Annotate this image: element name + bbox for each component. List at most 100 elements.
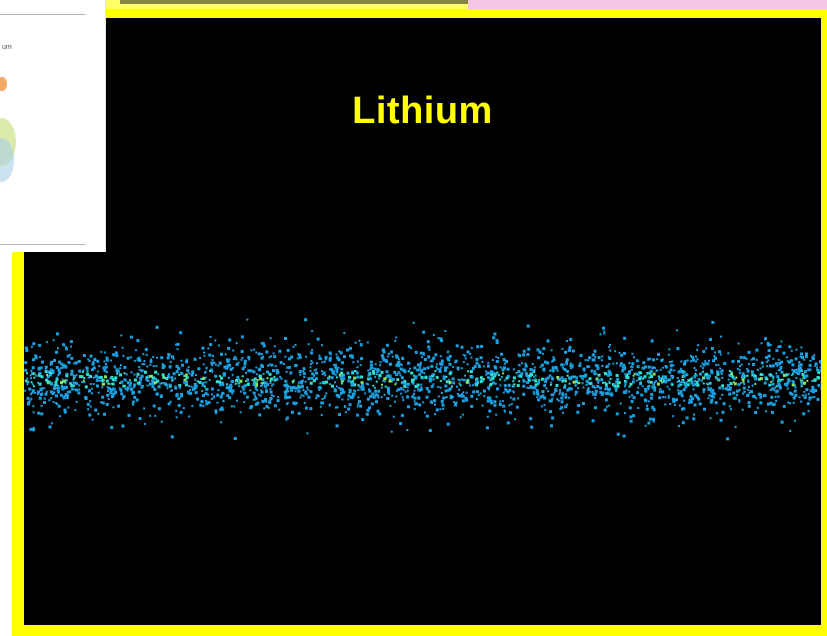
particle-dot xyxy=(448,354,452,358)
particle-dot xyxy=(623,351,626,355)
particle-dot xyxy=(315,397,318,400)
particle-dot xyxy=(259,394,262,397)
particle-dot xyxy=(728,374,731,377)
particle-dot xyxy=(52,387,56,390)
particle-dot xyxy=(625,373,629,377)
particle-dot xyxy=(144,370,146,373)
particle-dot xyxy=(597,364,600,367)
particle-dot xyxy=(419,351,423,355)
particle-dot xyxy=(793,389,797,393)
particle-dot xyxy=(776,364,779,367)
particle-dot xyxy=(273,375,276,378)
particle-dot xyxy=(522,379,526,383)
particle-dot xyxy=(24,389,27,392)
particle-dot xyxy=(351,382,355,385)
particle-dot xyxy=(191,370,195,374)
particle-dot xyxy=(92,376,95,379)
particle-dot xyxy=(539,365,542,368)
particle-dot xyxy=(133,378,137,382)
particle-dot xyxy=(690,354,692,357)
particle-dot xyxy=(502,366,506,370)
particle-dot xyxy=(180,392,183,396)
particle-dot xyxy=(667,353,670,356)
particle-dot xyxy=(732,397,735,400)
particle-dot xyxy=(698,402,702,406)
particle-dot xyxy=(787,379,790,382)
particle-dot xyxy=(64,393,68,396)
particle-dot xyxy=(34,391,37,394)
particle-dot xyxy=(681,370,684,372)
particle-dot xyxy=(357,389,360,391)
particle-dot xyxy=(636,391,640,395)
particle-dot xyxy=(632,414,636,418)
particle-dot xyxy=(419,388,423,391)
particle-dot xyxy=(739,355,743,359)
particle-dot xyxy=(179,410,183,414)
particle-dot xyxy=(40,412,44,416)
particle-dot xyxy=(302,372,306,376)
particle-dot xyxy=(660,358,664,362)
particle-dot xyxy=(727,388,731,392)
particle-dot xyxy=(81,381,84,383)
particle-dot xyxy=(160,356,164,360)
particle-dot xyxy=(596,385,600,388)
particle-dot xyxy=(592,392,596,396)
particle-dot xyxy=(487,361,490,364)
particle-dot xyxy=(803,374,807,378)
particle-dot xyxy=(309,363,312,366)
particle-dot xyxy=(668,378,671,381)
particle-dot xyxy=(679,381,682,384)
particle-dot xyxy=(374,386,376,389)
particle-dot xyxy=(709,400,713,404)
particle-dot xyxy=(819,360,821,364)
particle-dot xyxy=(819,366,821,369)
particle-dot xyxy=(106,357,109,360)
particle-dot xyxy=(755,358,758,361)
particle-dot xyxy=(486,415,489,418)
particle-dot xyxy=(512,391,515,394)
particle-dot xyxy=(724,387,728,391)
particle-dot xyxy=(495,339,499,343)
particle-dot xyxy=(172,357,175,360)
particle-dot xyxy=(418,363,422,367)
particle-dot xyxy=(39,366,43,370)
particle-dot xyxy=(789,391,792,395)
particle-dot xyxy=(782,404,786,408)
particle-dot xyxy=(479,376,483,380)
particle-dot xyxy=(264,398,267,402)
particle-dot xyxy=(180,371,183,375)
particle-dot xyxy=(231,389,234,393)
particle-dot xyxy=(678,369,682,373)
particle-dot xyxy=(157,385,161,389)
particle-dot xyxy=(493,403,497,407)
particle-dot xyxy=(26,377,29,380)
particle-dot xyxy=(70,356,74,360)
particle-dot xyxy=(70,369,74,373)
particle-dot xyxy=(551,377,555,381)
particle-dot xyxy=(268,363,271,366)
particle-dot xyxy=(491,371,495,375)
particle-dot xyxy=(382,350,386,354)
particle-dot xyxy=(528,387,531,389)
particle-dot xyxy=(716,372,720,376)
particle-dot xyxy=(546,361,550,365)
particle-dot xyxy=(249,389,252,392)
particle-dot xyxy=(672,400,676,404)
particle-dot xyxy=(677,393,680,396)
particle-dot xyxy=(775,391,778,394)
particle-dot xyxy=(260,390,264,394)
particle-dot xyxy=(740,381,743,384)
particle-dot xyxy=(406,389,409,392)
particle-dot xyxy=(83,381,86,384)
particle-dot xyxy=(86,402,90,406)
particle-dot xyxy=(669,371,672,374)
particle-dot xyxy=(149,374,153,378)
particle-dot xyxy=(411,395,415,399)
particle-dot xyxy=(48,380,51,383)
particle-dot xyxy=(86,368,89,370)
particle-dot xyxy=(603,332,606,335)
particle-dot xyxy=(62,396,66,400)
particle-dot xyxy=(798,361,801,364)
particle-dot xyxy=(235,379,239,382)
particle-dot xyxy=(388,379,392,383)
